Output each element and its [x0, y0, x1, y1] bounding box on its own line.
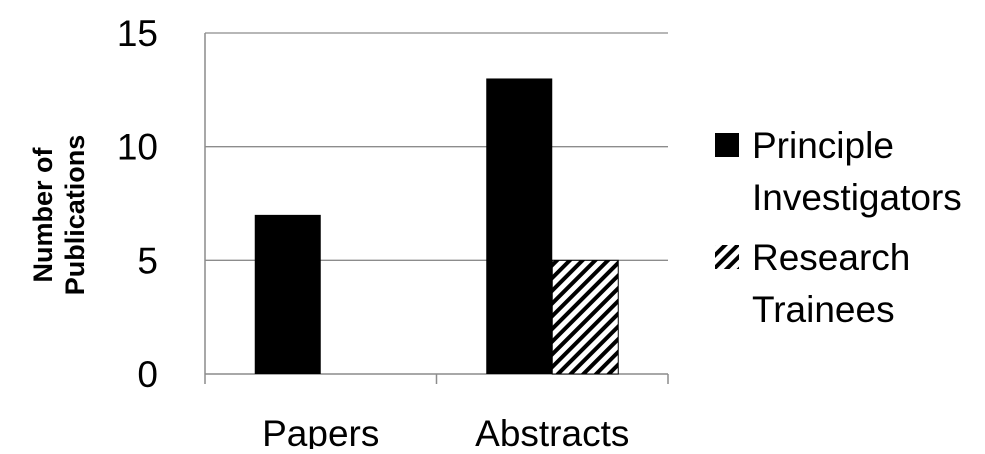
tick-labels: 0 5 10 15 Papers Abstracts [117, 13, 630, 454]
x-tick-label: Abstracts [475, 413, 629, 449]
bar-research-trainees-abstracts [551, 259, 619, 375]
bars [254, 78, 619, 375]
legend-label-line: Research [752, 237, 910, 278]
y-tick-label: 10 [117, 127, 158, 168]
legend-label-principle-investigators: Principle Investigators [752, 125, 962, 218]
legend-swatch-research-trainees [715, 245, 739, 269]
legend-label-line: Investigators [752, 177, 962, 218]
legend-label-line: Principle [752, 125, 894, 166]
y-tick-label: 0 [137, 354, 158, 395]
bar-principle-investigators-abstracts [486, 78, 553, 374]
bar-principle-investigators-papers [254, 214, 321, 374]
y-axis-label: Number ofPublications [28, 135, 90, 296]
y-axis-title: Number ofPublications [28, 135, 90, 296]
y-axis-title-line: Number of [28, 146, 58, 282]
legend-swatch-principle-investigators [715, 133, 739, 157]
y-axis-title-line: Publications [60, 135, 90, 296]
y-tick-label: 5 [137, 240, 158, 281]
legend: Principle Investigators Research Trainees [715, 125, 962, 330]
y-tick-label: 15 [117, 13, 158, 54]
legend-label-line: Trainees [752, 289, 895, 330]
legend-label-research-trainees: Research Trainees [752, 237, 910, 330]
x-tick-label: Papers [262, 413, 379, 449]
